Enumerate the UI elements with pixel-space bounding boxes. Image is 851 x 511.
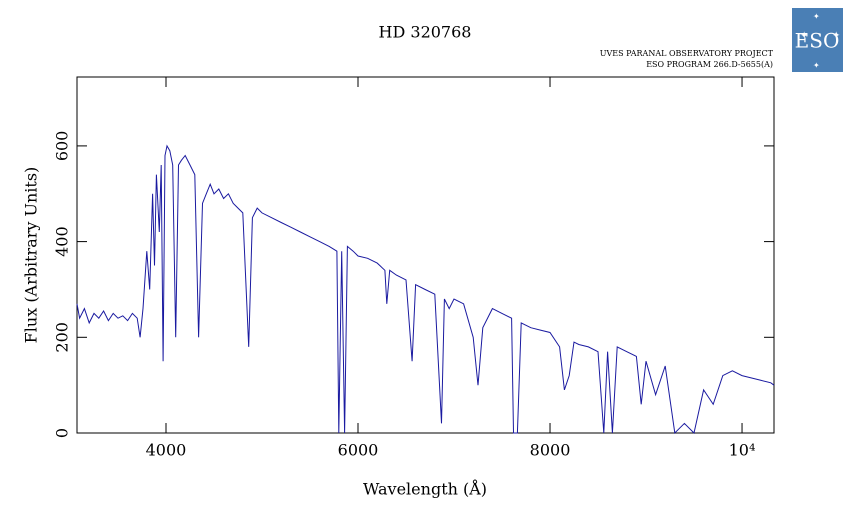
- svg-text:✦: ✦: [832, 31, 840, 42]
- note: ESO PROGRAM 266.D-5655(A): [646, 60, 773, 69]
- svg-text:✦: ✦: [813, 12, 820, 21]
- y-axis-label: Flux (Arbitrary Units): [22, 167, 41, 344]
- plot-frame: [76, 76, 775, 434]
- logo: ESO ✦ ✦ ✦ ✦: [792, 8, 843, 72]
- x-tick-label: 10⁴: [729, 441, 756, 460]
- y-tick-label: 400: [53, 226, 72, 257]
- x-tick-label: 6000: [338, 441, 379, 460]
- y-tick-label: 0: [53, 428, 72, 438]
- spectrum-line: [76, 144, 775, 435]
- x-axis-label: Wavelength (Å): [363, 479, 487, 499]
- svg-text:✦: ✦: [800, 31, 808, 42]
- logo-text: ESO: [795, 29, 840, 53]
- svg-text:✦: ✦: [813, 61, 820, 70]
- x-tick-label: 8000: [530, 441, 571, 460]
- note: UVES PARANAL OBSERVATORY PROJECT: [600, 49, 774, 58]
- y-tick-label: 200: [53, 322, 72, 353]
- chart-title: HD 320768: [379, 23, 472, 42]
- x-tick-label: 4000: [146, 441, 187, 460]
- y-tick-label: 600: [53, 131, 72, 162]
